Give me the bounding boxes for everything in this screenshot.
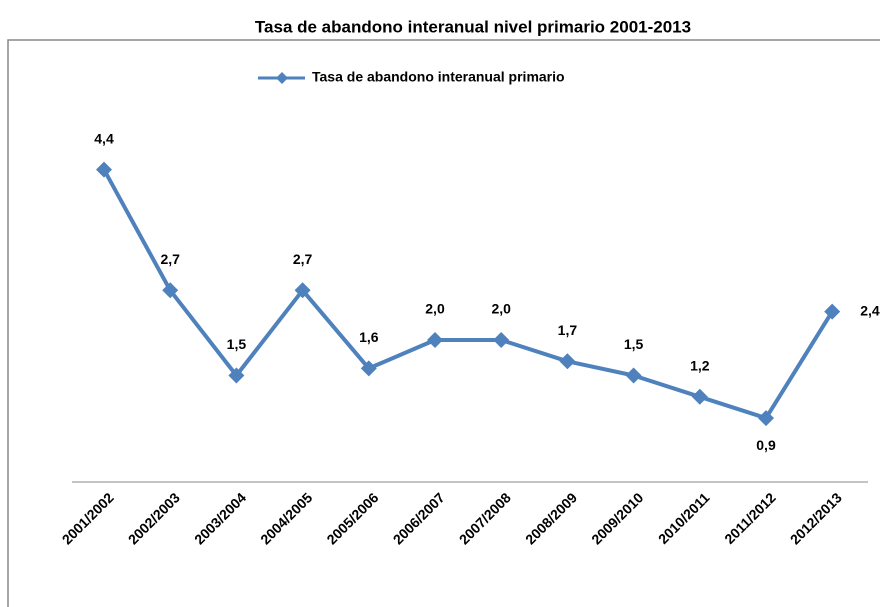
data-label: 1,5	[624, 336, 644, 352]
data-point	[824, 303, 841, 320]
data-label: 1,7	[558, 322, 578, 338]
data-point	[625, 367, 642, 384]
data-label: 4,4	[94, 130, 114, 146]
data-point	[96, 161, 112, 178]
data-point	[294, 282, 311, 299]
data-point	[427, 332, 443, 348]
data-label: 1,5	[227, 336, 247, 352]
chart-border	[7, 39, 880, 607]
series-line	[102, 168, 834, 421]
legend-label: Tasa de abandono interanual primario	[312, 69, 565, 85]
data-label: 2,4	[860, 302, 880, 318]
legend-marker	[276, 72, 288, 84]
data-label: 1,6	[359, 329, 379, 345]
chart-title: Tasa de abandono interanual nivel primar…	[255, 17, 691, 36]
data-point	[559, 353, 576, 370]
data-label: 2,7	[293, 251, 313, 267]
data-point	[493, 332, 510, 348]
data-label: 2,7	[160, 251, 180, 267]
data-point	[360, 360, 377, 377]
data-point	[162, 282, 179, 299]
data-label: 0,9	[756, 437, 776, 453]
data-point	[758, 410, 774, 427]
data-point	[691, 388, 708, 405]
data-label: 2,0	[425, 301, 445, 317]
data-label: 1,2	[690, 358, 710, 374]
data-point	[228, 367, 245, 384]
data-label: 2,0	[491, 301, 511, 317]
